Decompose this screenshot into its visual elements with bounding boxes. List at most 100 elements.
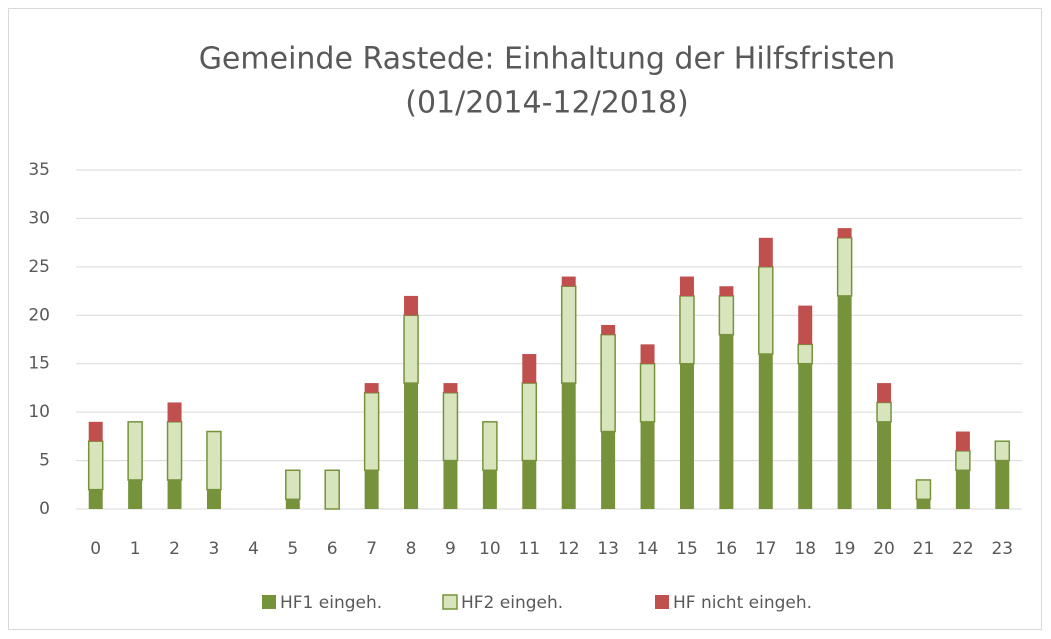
bar-segment [601, 324, 616, 335]
x-tick-label: 15 [676, 539, 698, 559]
bar-segment [128, 479, 143, 509]
y-tick-label: 10 [28, 402, 50, 422]
bar-segment [443, 383, 458, 393]
x-tick-label: 5 [287, 539, 298, 559]
bar-segment [561, 383, 576, 509]
bar-segment [679, 276, 694, 296]
bar-segment [443, 460, 458, 509]
x-tick-label: 7 [366, 539, 377, 559]
bar-segment [837, 228, 852, 238]
bar-segment [206, 489, 221, 509]
x-tick-label: 8 [406, 539, 417, 559]
bar-segment [285, 499, 300, 509]
bar-segment [522, 460, 537, 509]
x-tick-label: 2 [169, 539, 180, 559]
bar-segment [994, 440, 1011, 462]
y-tick-label: 35 [28, 160, 50, 180]
bar-segment [719, 334, 734, 509]
x-tick-label: 18 [794, 539, 816, 559]
bar-segment [679, 295, 695, 365]
legend-swatch [262, 595, 276, 609]
bar-segment [364, 383, 379, 393]
bar-segment [718, 295, 735, 336]
legend-label: HF1 eingeh. [280, 593, 382, 613]
bar-segment [363, 392, 380, 472]
x-tick-label: 13 [597, 539, 619, 559]
bar-segment [640, 344, 655, 364]
bar-segment [916, 499, 931, 509]
x-tick-label: 0 [90, 539, 101, 559]
bar-segment [522, 354, 537, 384]
bar-segment [955, 470, 970, 509]
x-tick-label: 9 [445, 539, 456, 559]
bar-segment [955, 431, 970, 451]
bar-segment [915, 479, 932, 501]
bar-segment [206, 430, 222, 491]
bar-segment [601, 431, 616, 509]
bar-segment [679, 363, 694, 509]
x-tick-label: 10 [479, 539, 501, 559]
bar-segment [955, 450, 971, 472]
x-tick-label: 19 [834, 539, 856, 559]
bar-segment [88, 421, 103, 442]
bar-segment [995, 460, 1010, 509]
bar-segment [797, 343, 813, 365]
bar-segment [404, 383, 419, 509]
x-tick-label: 16 [716, 539, 738, 559]
bar-segment [798, 363, 813, 509]
bar-segment [521, 382, 538, 462]
x-tick-label: 6 [327, 539, 338, 559]
y-tick-label: 20 [28, 305, 50, 325]
chart-title: Gemeinde Rastede: Einhaltung der Hilfsfr… [199, 42, 896, 77]
bar-segment [167, 479, 182, 509]
bar-segment [167, 402, 182, 422]
bar-segment [88, 489, 103, 509]
bar-segment [758, 237, 773, 267]
bar-segment [798, 305, 813, 345]
bar-segment [877, 421, 892, 509]
bar-segment [442, 392, 459, 462]
x-tick-label: 12 [558, 539, 580, 559]
bar-segment [364, 470, 379, 509]
bar-segment [404, 295, 419, 316]
bar-segment [403, 314, 419, 384]
bar-segment [561, 276, 576, 287]
bar-segment [324, 469, 340, 510]
bar-segment [560, 285, 577, 384]
bar-segment [719, 286, 734, 296]
legend-label: HF2 eingeh. [461, 593, 563, 613]
bar-segment [837, 295, 852, 509]
y-tick-label: 25 [28, 257, 50, 277]
x-tick-label: 22 [952, 539, 974, 559]
chart-subtitle: (01/2014-12/2018) [405, 86, 689, 121]
legend-swatch [442, 594, 458, 610]
x-tick-label: 17 [755, 539, 777, 559]
bar-segment [639, 362, 656, 423]
x-tick-label: 21 [913, 539, 935, 559]
legend-swatch [655, 595, 669, 609]
bar-segment [87, 440, 104, 491]
bar-segment [640, 421, 655, 509]
x-tick-label: 14 [637, 539, 659, 559]
bar-segment [482, 421, 498, 472]
bar-segment [285, 469, 301, 501]
y-tick-label: 30 [28, 208, 50, 228]
bar-segment [758, 266, 774, 355]
chart-frame [8, 8, 1042, 630]
bar-segment [166, 421, 183, 481]
bar-segment [758, 354, 773, 509]
bar-segment [876, 401, 892, 423]
bar-segment [877, 383, 892, 403]
x-tick-label: 11 [518, 539, 540, 559]
x-tick-label: 4 [248, 539, 259, 559]
x-tick-label: 23 [991, 539, 1013, 559]
y-tick-label: 0 [39, 499, 50, 519]
bar-segment [482, 470, 497, 509]
x-tick-label: 3 [209, 539, 220, 559]
x-tick-label: 1 [130, 539, 141, 559]
y-tick-label: 5 [39, 451, 50, 471]
legend-label: HF nicht eingeh. [673, 593, 812, 613]
x-tick-label: 20 [873, 539, 895, 559]
bar-segment [600, 333, 616, 433]
